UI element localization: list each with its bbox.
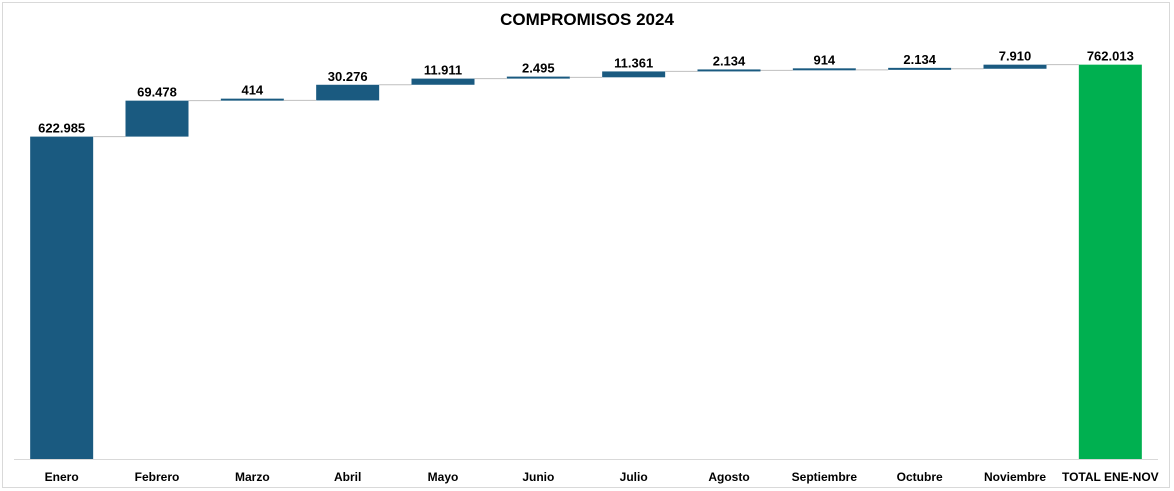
bar-febrero (125, 100, 189, 137)
data-label: 7.910 (999, 49, 1032, 64)
x-tick-label: Febrero (135, 470, 180, 484)
bar-marzo (220, 98, 284, 101)
x-tick-label: Septiembre (792, 470, 858, 484)
x-tick-label: Mayo (428, 470, 459, 484)
x-tick-label: Noviembre (984, 470, 1046, 484)
bar-agosto (697, 69, 761, 72)
bar-septiembre (792, 68, 856, 71)
bar-octubre (888, 67, 952, 70)
data-label: 2.134 (713, 53, 746, 68)
total-bar (1078, 64, 1142, 460)
bar-julio (602, 71, 666, 78)
bar-abril (316, 84, 380, 101)
data-label: 914 (813, 52, 835, 67)
data-label: 414 (241, 83, 263, 98)
chart-title: COMPROMISOS 2024 (500, 10, 674, 29)
x-tick-label: Enero (45, 470, 79, 484)
data-label: 11.911 (424, 63, 462, 78)
data-label: 762.013 (1087, 49, 1134, 64)
x-tick-label: Agosto (708, 470, 749, 484)
data-label: 622.985 (38, 121, 85, 136)
bar-noviembre (983, 64, 1047, 69)
bar-enero (30, 136, 94, 459)
x-tick-label: Junio (522, 470, 554, 484)
bar-mayo (411, 78, 475, 85)
x-tick-label: Octubre (897, 470, 943, 484)
data-label: 2.134 (903, 52, 936, 67)
data-label: 11.361 (614, 55, 653, 70)
x-tick-label: TOTAL ENE-NOV (1062, 470, 1159, 484)
x-tick-label: Julio (620, 470, 648, 484)
data-label: 2.495 (522, 61, 555, 76)
x-tick-label: Abril (334, 470, 361, 484)
data-label: 30.276 (328, 69, 368, 84)
bar-junio (506, 76, 570, 79)
x-tick-label: Marzo (235, 470, 270, 484)
data-label: 69.478 (137, 85, 177, 100)
